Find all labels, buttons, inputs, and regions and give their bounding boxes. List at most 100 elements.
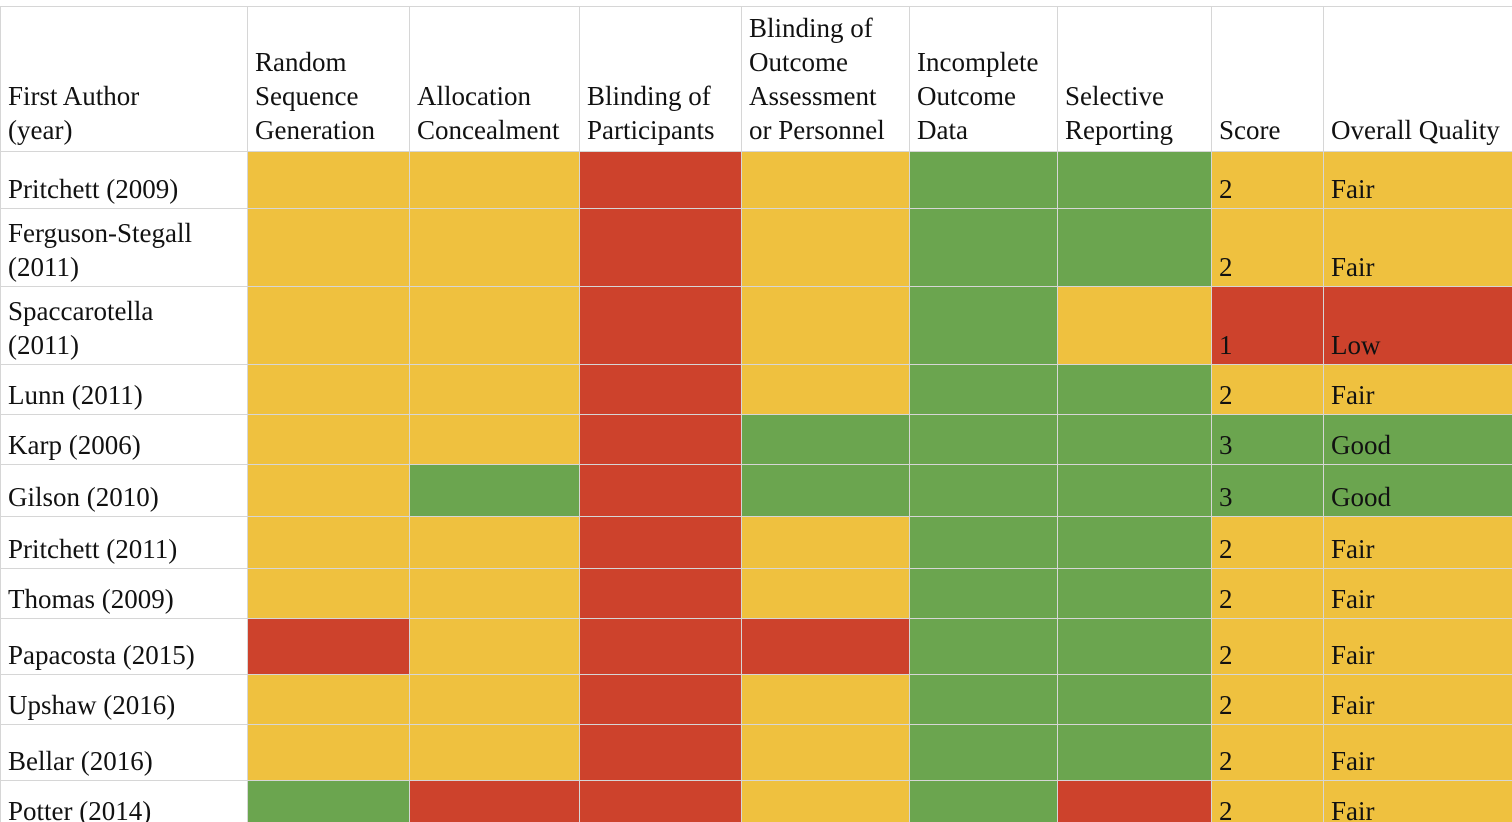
rating-cell-yellow[interactable] [247,724,410,781]
overall-quality-cell[interactable]: Fair [1323,151,1512,209]
overall-quality-cell[interactable]: Fair [1323,364,1512,415]
rating-cell-yellow[interactable] [247,568,410,619]
rating-cell-yellow[interactable] [409,618,580,675]
overall-quality-cell[interactable]: Fair [1323,568,1512,619]
score-cell[interactable]: 2 [1211,780,1324,822]
author-cell[interactable]: Spaccarotella (2011) [0,286,248,365]
rating-cell-green[interactable] [909,286,1058,365]
score-cell[interactable]: 2 [1211,618,1324,675]
overall-quality-cell[interactable]: Fair [1323,208,1512,287]
rating-cell-yellow[interactable] [409,151,580,209]
author-cell[interactable]: Potter (2014) [0,780,248,822]
rating-cell-red[interactable] [579,618,742,675]
rating-cell-red[interactable] [1057,780,1212,822]
rating-cell-yellow[interactable] [741,674,910,725]
rating-cell-green[interactable] [1057,208,1212,287]
overall-quality-cell[interactable]: Fair [1323,674,1512,725]
rating-cell-red[interactable] [579,208,742,287]
score-cell[interactable]: 1 [1211,286,1324,365]
overall-quality-header[interactable]: Overall Quality [1323,6,1512,152]
incomplete-outcome-data-header[interactable]: Incomplete Outcome Data [909,6,1058,152]
score-cell[interactable]: 2 [1211,151,1324,209]
rating-cell-red[interactable] [579,464,742,517]
rating-cell-yellow[interactable] [247,464,410,517]
author-cell[interactable]: Ferguson-Stegall (2011) [0,208,248,287]
rating-cell-yellow[interactable] [741,568,910,619]
score-cell[interactable]: 2 [1211,364,1324,415]
rating-cell-red[interactable] [579,286,742,365]
rating-cell-red[interactable] [579,780,742,822]
rating-cell-yellow[interactable] [1057,286,1212,365]
rating-cell-yellow[interactable] [247,364,410,415]
rating-cell-yellow[interactable] [741,151,910,209]
rating-cell-green[interactable] [909,724,1058,781]
author-cell[interactable]: Bellar (2016) [0,724,248,781]
rating-cell-green[interactable] [909,208,1058,287]
score-cell[interactable]: 3 [1211,414,1324,465]
rating-cell-red[interactable] [579,364,742,415]
author-cell[interactable]: Pritchett (2011) [0,516,248,569]
rating-cell-green[interactable] [909,568,1058,619]
score-cell[interactable]: 3 [1211,464,1324,517]
rating-cell-yellow[interactable] [409,286,580,365]
rating-cell-red[interactable] [741,618,910,675]
author-cell[interactable]: Gilson (2010) [0,464,248,517]
rating-cell-red[interactable] [579,151,742,209]
score-cell[interactable]: 2 [1211,568,1324,619]
rating-cell-yellow[interactable] [409,516,580,569]
rating-cell-green[interactable] [409,464,580,517]
rating-cell-green[interactable] [909,780,1058,822]
rating-cell-yellow[interactable] [247,516,410,569]
rating-cell-yellow[interactable] [409,208,580,287]
rating-cell-green[interactable] [247,780,410,822]
rating-cell-yellow[interactable] [741,780,910,822]
rating-cell-red[interactable] [579,414,742,465]
rating-cell-yellow[interactable] [741,516,910,569]
overall-quality-cell[interactable]: Fair [1323,618,1512,675]
score-cell[interactable]: 2 [1211,674,1324,725]
rating-cell-yellow[interactable] [409,568,580,619]
rating-cell-green[interactable] [1057,618,1212,675]
rating-cell-yellow[interactable] [409,364,580,415]
overall-quality-cell[interactable]: Good [1323,464,1512,517]
rating-cell-yellow[interactable] [409,674,580,725]
author-cell[interactable]: Karp (2006) [0,414,248,465]
rating-cell-yellow[interactable] [741,286,910,365]
rating-cell-yellow[interactable] [409,724,580,781]
rating-cell-green[interactable] [1057,516,1212,569]
rating-cell-green[interactable] [1057,674,1212,725]
overall-quality-cell[interactable]: Fair [1323,516,1512,569]
rating-cell-green[interactable] [1057,464,1212,517]
score-cell[interactable]: 2 [1211,516,1324,569]
rating-cell-green[interactable] [1057,568,1212,619]
author-cell[interactable]: Pritchett (2009) [0,151,248,209]
rating-cell-green[interactable] [909,674,1058,725]
overall-quality-cell[interactable]: Good [1323,414,1512,465]
allocation-concealment-header[interactable]: Allocation Concealment [409,6,580,152]
author-cell[interactable]: Lunn (2011) [0,364,248,415]
rating-cell-red[interactable] [579,568,742,619]
rating-cell-yellow[interactable] [247,674,410,725]
blinding-of-outcome-assessment-header[interactable]: Blinding of Outcome Assessment or Personnel [741,6,910,152]
first-author-header[interactable]: First Author (year) [0,6,248,152]
author-cell[interactable]: Thomas (2009) [0,568,248,619]
rating-cell-green[interactable] [909,464,1058,517]
author-cell[interactable]: Upshaw (2016) [0,674,248,725]
rating-cell-yellow[interactable] [247,151,410,209]
rating-cell-yellow[interactable] [247,286,410,365]
rating-cell-green[interactable] [1057,724,1212,781]
rating-cell-green[interactable] [909,364,1058,415]
rating-cell-yellow[interactable] [741,208,910,287]
rating-cell-green[interactable] [1057,364,1212,415]
overall-quality-cell[interactable]: Fair [1323,724,1512,781]
selective-reporting-header[interactable]: Selective Reporting [1057,6,1212,152]
rating-cell-yellow[interactable] [247,414,410,465]
rating-cell-green[interactable] [909,618,1058,675]
rating-cell-red[interactable] [579,516,742,569]
rating-cell-green[interactable] [1057,414,1212,465]
rating-cell-red[interactable] [247,618,410,675]
blinding-of-participants-header[interactable]: Blinding of Participants [579,6,742,152]
score-cell[interactable]: 2 [1211,724,1324,781]
rating-cell-red[interactable] [579,674,742,725]
author-cell[interactable]: Papacosta (2015) [0,618,248,675]
